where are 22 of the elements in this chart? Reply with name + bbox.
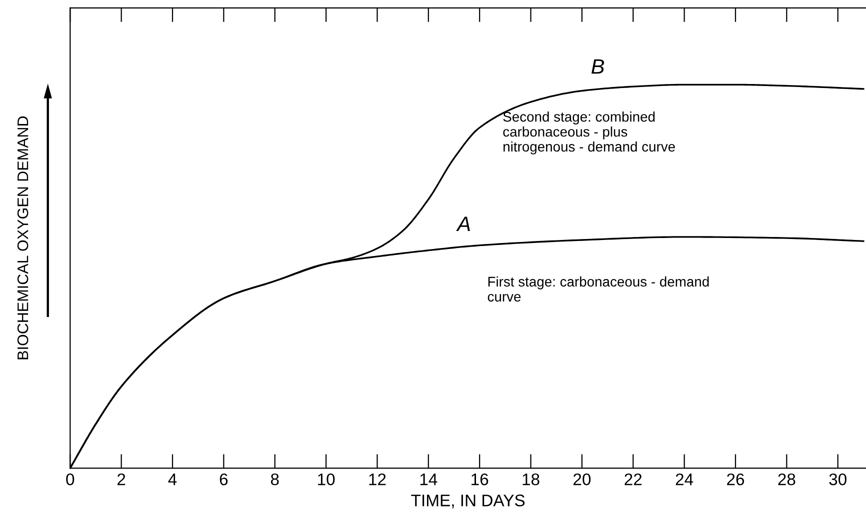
x-tick-label: 30: [829, 473, 846, 486]
x-tick-label: 24: [676, 473, 694, 486]
series-label: B: [591, 59, 604, 74]
y-axis-title: BIOCHEMICAL OXYGEN DEMAND: [17, 116, 28, 360]
x-tick-label: 20: [574, 473, 591, 486]
x-tick-label: 18: [522, 473, 540, 486]
x-tick-label: 26: [727, 473, 744, 486]
x-axis-title: TIME, IN DAYS: [411, 494, 525, 508]
x-tick-label: 12: [369, 473, 386, 486]
annotation: Second stage: combined carbonaceous - plus nitrogenous - demand curve: [503, 112, 675, 154]
x-tick-label: 16: [472, 473, 488, 486]
series-label: A: [456, 216, 470, 232]
x-tick-label: 28: [778, 473, 796, 486]
x-tick-label: 4: [168, 474, 177, 486]
x-tick-label: 2: [118, 473, 126, 486]
x-tick-label: 22: [624, 473, 642, 486]
x-tick-label: 6: [220, 473, 228, 486]
x-tick-label: 8: [270, 473, 279, 486]
x-tick-label: 0: [66, 473, 74, 486]
x-tick-label: 10: [318, 473, 335, 486]
x-tick-label: 14: [420, 474, 438, 486]
annotation: First stage: carbonaceous - demand curve: [488, 276, 709, 302]
